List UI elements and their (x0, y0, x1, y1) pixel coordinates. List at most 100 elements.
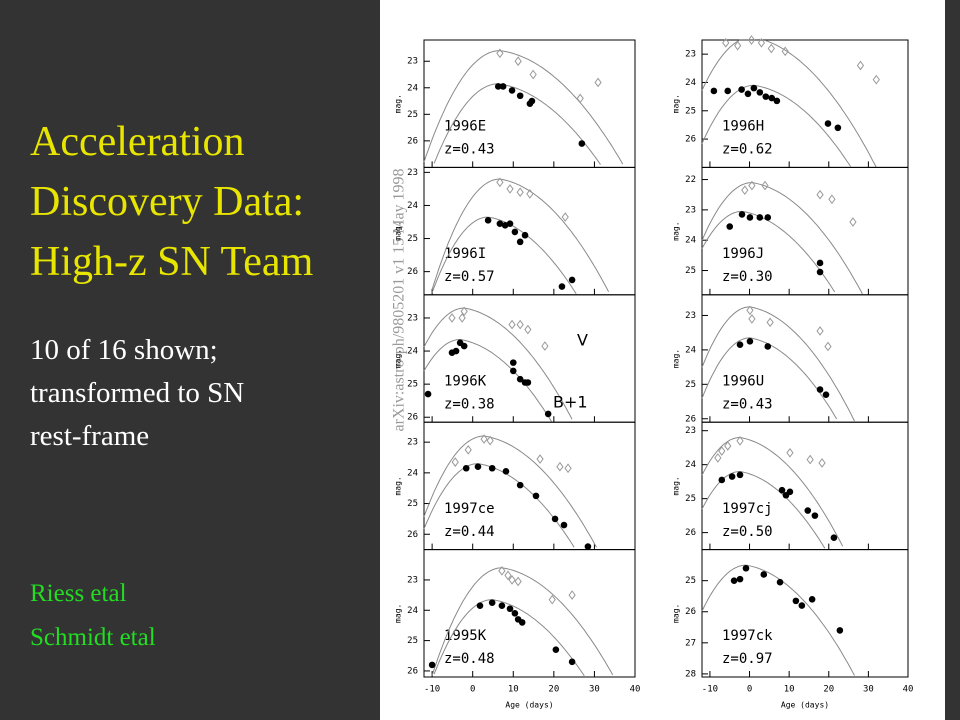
b-point (804, 507, 812, 514)
b-point (746, 337, 754, 345)
x-tick-label: 30 (863, 685, 874, 695)
y-tick-label: 23 (407, 57, 418, 67)
model-curve (701, 436, 844, 547)
b-point (724, 87, 732, 95)
subtitle-line: 10 of 16 shown; (30, 334, 218, 366)
sn-name: 1996K (444, 373, 487, 389)
b-point (499, 83, 507, 90)
v-point (818, 458, 826, 468)
b-point (816, 386, 824, 393)
b-point (746, 214, 754, 221)
v-point (828, 194, 836, 205)
b-point (773, 97, 781, 105)
b-point (742, 564, 750, 572)
y-tick-label: 24 (407, 347, 418, 357)
v-point (761, 180, 769, 191)
b-point (768, 94, 776, 102)
v-point (594, 77, 602, 88)
b-point (834, 124, 842, 132)
y-tick-label: 25 (407, 499, 418, 509)
b-point (494, 83, 502, 90)
y-axis-label: mag. (672, 349, 681, 368)
y-tick-label: 26 (685, 528, 696, 538)
x-tick-label: 20 (548, 685, 559, 695)
b-point (496, 220, 504, 227)
b-point (558, 283, 566, 290)
sn-redshift: z=0.43 (444, 142, 495, 158)
y-tick-label: 25 (407, 380, 418, 390)
b-point (524, 379, 532, 386)
b-point (509, 367, 517, 375)
b-point (578, 140, 586, 147)
x-tick-label: 20 (823, 685, 834, 695)
v-point (516, 319, 524, 330)
y-tick-label: 25 (685, 380, 696, 390)
b-point (822, 391, 830, 398)
y-axis-label: mag. (672, 476, 681, 495)
b-point (738, 86, 745, 93)
b-point (710, 87, 718, 95)
y-tick-label: 26 (407, 666, 418, 676)
y-tick-label: 22 (685, 175, 696, 185)
b-point (428, 661, 436, 669)
x-tick-label: 0 (747, 685, 752, 695)
v-point (508, 575, 516, 585)
v-point (816, 326, 824, 336)
panel-frame (423, 549, 636, 678)
y-tick-label: 23 (685, 311, 696, 321)
sn-name: 1997cj (722, 501, 773, 517)
sn-name: 1996U (722, 373, 764, 389)
sn-name: 1997ce (444, 501, 495, 517)
b-point (474, 463, 482, 471)
b-point (568, 276, 576, 284)
b-point (762, 93, 770, 100)
sn-redshift: z=0.62 (722, 142, 773, 158)
b-point (511, 228, 519, 236)
model-curve (423, 339, 553, 423)
v-point (757, 37, 766, 48)
b-point (730, 577, 738, 584)
title-line: Acceleration (30, 119, 245, 165)
b-point (811, 512, 819, 519)
y-tick-label: 26 (407, 267, 418, 277)
x-tick-label: -10 (702, 685, 718, 695)
b-point (551, 515, 559, 523)
arxiv-stamp: arXiv:astro-ph/9805201 v1 15 May 1998 (391, 168, 408, 431)
v-point (734, 40, 742, 51)
v-point (786, 447, 794, 458)
b-point (516, 481, 524, 489)
model-curve (701, 210, 836, 293)
sn-redshift: z=0.44 (444, 524, 495, 540)
b-point (516, 238, 524, 246)
y-axis-label: mag. (394, 476, 403, 495)
model-curve (431, 567, 614, 676)
v-point (856, 60, 865, 71)
b-point (498, 602, 506, 610)
sn-redshift: z=0.48 (444, 651, 495, 667)
y-tick-label: 28 (685, 669, 696, 679)
v-point (736, 436, 744, 446)
b-point (726, 223, 734, 230)
model-curve (423, 463, 575, 548)
v-point (564, 463, 572, 474)
band-label: B+1 (553, 392, 588, 411)
model-curve (433, 83, 601, 165)
x-tick-label: 40 (903, 685, 914, 695)
y-tick-label: 25 (685, 494, 696, 504)
b-point (502, 468, 510, 475)
v-point (718, 446, 726, 456)
y-tick-label: 24 (407, 606, 418, 616)
v-point (714, 453, 722, 463)
sn-redshift: z=0.57 (444, 269, 495, 285)
y-tick-label: 24 (685, 236, 696, 246)
v-point (516, 187, 524, 198)
y-tick-label: 23 (685, 426, 696, 436)
v-point (746, 305, 754, 316)
title-line: High-z SN Team (30, 239, 314, 285)
y-tick-label: 26 (685, 135, 696, 145)
sn-redshift: z=0.38 (444, 396, 495, 412)
v-point (524, 324, 532, 335)
b-point (544, 410, 552, 418)
x-tick-label: -10 (424, 685, 440, 695)
b-point (830, 534, 838, 542)
